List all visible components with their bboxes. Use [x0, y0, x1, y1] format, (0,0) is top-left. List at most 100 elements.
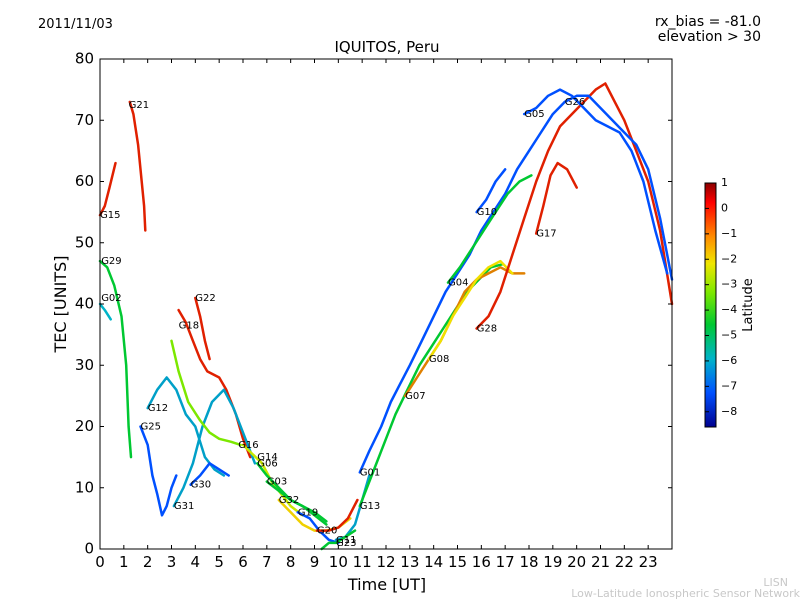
- series-g22-label: G22: [195, 293, 215, 304]
- colorbar-tick-label: −5: [721, 329, 737, 342]
- colorbar-tick-label: −3: [721, 278, 737, 291]
- y-tick-label: 50: [75, 233, 94, 251]
- series-g29-label: G29: [101, 256, 121, 267]
- x-tick-label: 4: [191, 553, 201, 571]
- footer-network-name: Low-Latitude Ionospheric Sensor Network: [571, 587, 800, 600]
- elevation-label: elevation > 30: [657, 29, 761, 45]
- plot-frame: [99, 58, 673, 550]
- series-g07-label: G07: [405, 391, 425, 402]
- x-tick-label: 11: [353, 553, 372, 571]
- x-tick-label: 12: [376, 553, 395, 571]
- colorbar-tick-label: 0: [721, 201, 728, 214]
- x-tick-label: 6: [238, 553, 248, 571]
- x-tick-label: 9: [310, 553, 320, 571]
- chart-title: IQUITOS, Peru: [334, 38, 439, 56]
- colorbar: 1 0 −1 −2 −3 −4 −5 −6 −7 −8 Latitude: [704, 176, 756, 428]
- series-g02-line: [98, 302, 112, 321]
- series-g01-label: G01: [360, 467, 380, 478]
- series-g17-label: G17: [536, 229, 556, 240]
- series-g32-label: G32: [279, 495, 299, 506]
- series-g15-line: [98, 161, 117, 217]
- series-g31-line: [172, 388, 257, 508]
- x-tick-label: 21: [591, 553, 610, 571]
- colorbar-tick-label: −8: [721, 405, 737, 418]
- series-g11-label: G11: [336, 535, 356, 546]
- x-tick-label: 2: [143, 553, 153, 571]
- colorbar-gradient: [704, 182, 717, 428]
- series-g12-label: G12: [148, 403, 168, 414]
- series-g15-label: G15: [100, 210, 120, 221]
- series-g05-label: G05: [524, 109, 544, 120]
- y-tick-label: 20: [75, 417, 94, 435]
- y-tick-label: 0: [84, 540, 94, 558]
- series-g06-label: G06: [257, 458, 277, 469]
- x-tick-label: 0: [95, 553, 105, 571]
- series-g01-line: [358, 100, 567, 474]
- series-g23-label: G23: [336, 538, 356, 549]
- series-g31-label: G31: [174, 501, 194, 512]
- series-g10-label: G10: [477, 207, 497, 218]
- series-g21-line: [128, 100, 147, 232]
- x-tick-label: 1: [119, 553, 129, 571]
- series-g04-label: G04: [448, 278, 468, 289]
- x-tick-label: 7: [262, 553, 272, 571]
- series-g17-line: [534, 161, 578, 235]
- y-tick-label: 80: [75, 50, 94, 68]
- series-g30-line: [189, 462, 230, 486]
- series-g28-label: G28: [477, 324, 497, 335]
- colorbar-tick-label: −1: [721, 227, 737, 240]
- series-g20-label: G20: [317, 526, 337, 537]
- series-g10-line: [475, 168, 507, 214]
- x-tick-label: 23: [639, 553, 658, 571]
- series-g23-line: [320, 529, 357, 551]
- x-tick-label: 20: [567, 553, 586, 571]
- x-tick-label: 19: [543, 553, 562, 571]
- series-g22-line: [194, 296, 211, 361]
- series-g02-label: G02: [101, 293, 121, 304]
- series-g14-label: G14: [257, 452, 277, 463]
- rx-bias-label: rx_bias = -81.0: [654, 14, 761, 30]
- x-tick-label: 15: [448, 553, 467, 571]
- series-g16-line: [170, 339, 242, 447]
- series-g25-line: [139, 425, 178, 517]
- series-g04-line: [446, 174, 533, 284]
- series-g29-line: [98, 259, 133, 459]
- x-axis-label: Time [UT]: [347, 575, 426, 594]
- series-g07-line: [403, 266, 526, 398]
- x-tick-label: 17: [496, 553, 515, 571]
- colorbar-tick-label: −4: [721, 303, 737, 316]
- series-g26-label: G26: [565, 97, 585, 108]
- y-tick-label: 70: [75, 111, 94, 129]
- series-g13-line: [358, 262, 505, 508]
- series-g25-label: G25: [141, 422, 161, 433]
- colorbar-label: Latitude: [741, 278, 756, 332]
- y-axis-label: TEC [UNITS]: [51, 256, 70, 354]
- colorbar-tick-label: −6: [721, 354, 737, 367]
- x-tick-label: 14: [424, 553, 443, 571]
- series-g30-label: G30: [191, 480, 211, 491]
- x-tick-label: 3: [167, 553, 177, 571]
- x-tick-label: 8: [286, 553, 296, 571]
- x-tick-label: 18: [519, 553, 538, 571]
- series-g03-label: G03: [267, 477, 287, 488]
- series-g20-line: [315, 498, 359, 532]
- series-g05-line: [522, 88, 669, 275]
- x-tick-label: 10: [329, 553, 348, 571]
- x-tick-label: 13: [400, 553, 419, 571]
- x-tick-label: 5: [214, 553, 224, 571]
- footer-lisn: LISN: [763, 576, 788, 589]
- series-g21-label: G21: [129, 100, 149, 111]
- series-g26-line: [563, 94, 674, 281]
- colorbar-ticks: 1 0 −1 −2 −3 −4 −5 −6 −7 −8: [705, 176, 737, 418]
- series-g08-label: G08: [429, 354, 449, 365]
- x-tick-label: 22: [615, 553, 634, 571]
- series-g03-line: [265, 480, 328, 526]
- y-tick-label: 30: [75, 356, 94, 374]
- y-tick-label: 60: [75, 172, 94, 190]
- axes: 0 1 2 3 4 5 6 7 8 9 10 11 12 13 14 15 16 17 18 19 20 21 22 2301…: [75, 50, 672, 571]
- series-g18-label: G18: [179, 320, 199, 331]
- y-tick-label: 40: [75, 295, 94, 313]
- series-g08-line: [427, 259, 514, 361]
